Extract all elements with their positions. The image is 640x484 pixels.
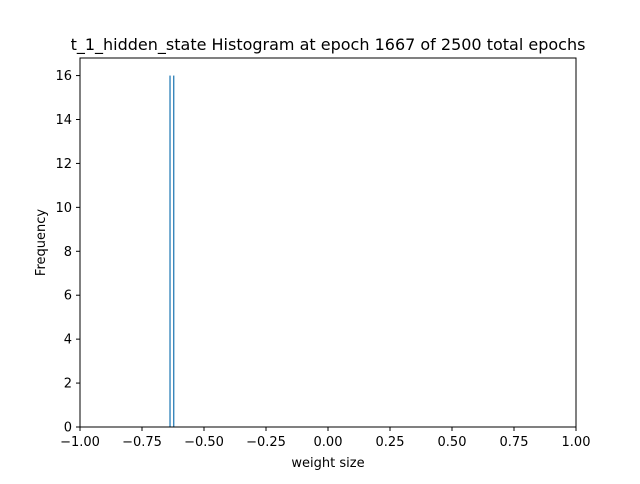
x-axis-ticks: −1.00 −0.75 −0.50 −0.25 0.00 0.25 0.50 0.75 1.00 [60, 427, 590, 450]
y-tick-label: 8 [64, 245, 72, 260]
x-tick-label: −1.00 [60, 435, 100, 450]
x-tick-label: 0.00 [314, 435, 343, 450]
y-tick-label: 14 [55, 113, 72, 128]
x-tick-label: 0.75 [500, 435, 529, 450]
x-axis-label: weight size [291, 456, 364, 471]
y-tick-label: 2 [64, 377, 72, 392]
y-tick-label: 0 [64, 421, 72, 436]
x-tick-label: −0.75 [122, 435, 162, 450]
histogram-bar-2 [173, 75, 175, 427]
x-tick-label: 0.50 [438, 435, 467, 450]
x-tick-label: 0.25 [376, 435, 405, 450]
plot-frame [79, 57, 577, 428]
y-axis-label: Frequency [34, 209, 49, 276]
bars-layer [169, 75, 175, 427]
y-axis-ticks: 0 2 4 6 8 10 12 14 16 [55, 69, 80, 436]
y-tick-label: 12 [55, 157, 72, 172]
x-tick-label: −0.50 [184, 435, 224, 450]
y-tick-label: 10 [55, 201, 72, 216]
chart-title: t_1_hidden_state Histogram at epoch 1667… [71, 35, 586, 55]
histogram-bar-1 [169, 75, 171, 427]
x-tick-label: −0.25 [246, 435, 286, 450]
y-tick-label: 6 [64, 289, 72, 304]
y-tick-label: 4 [64, 333, 72, 348]
x-tick-label: 1.00 [562, 435, 591, 450]
y-tick-label: 16 [55, 69, 72, 84]
